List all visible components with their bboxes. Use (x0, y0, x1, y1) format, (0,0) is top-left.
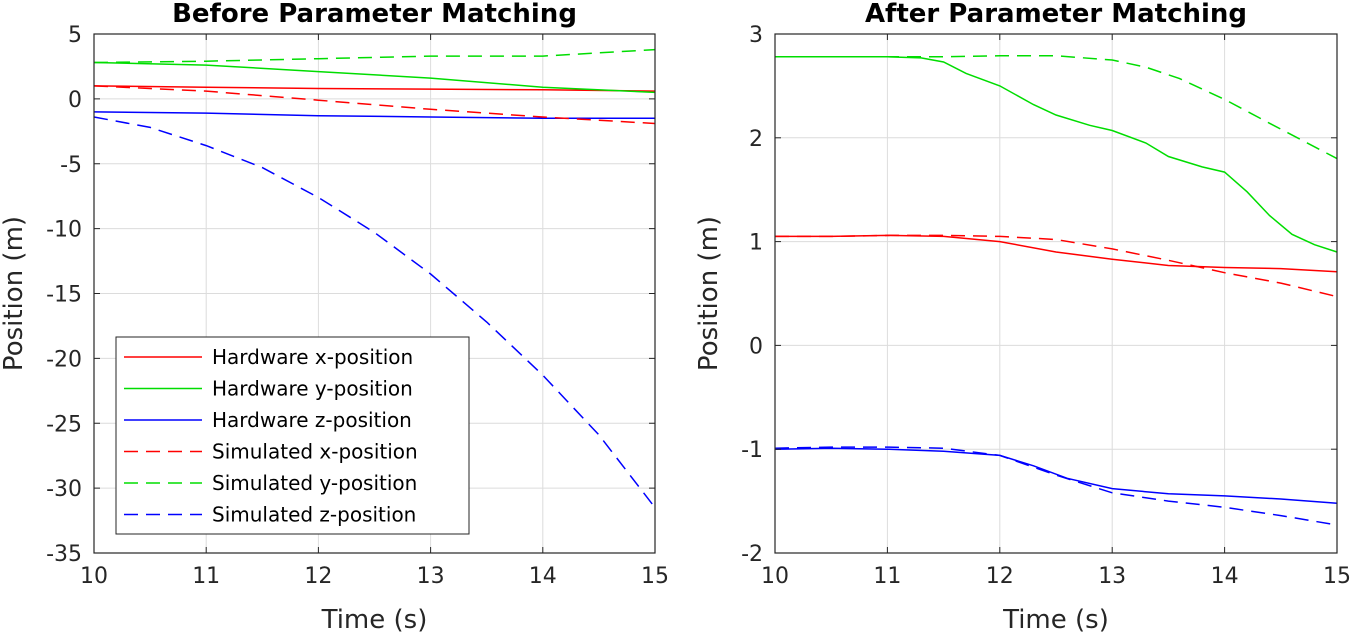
legend-label: Hardware x-position (212, 345, 413, 369)
y-tick-label: 1 (749, 231, 763, 256)
chart-before-parameter-matching: 10 11 12 13 14 15 5 0 -5 -10 -15 -20 -25 -30 -35 Before… (0, 0, 669, 633)
series-line-simulated-z-position (93, 116, 656, 509)
x-tick-label: 11 (192, 564, 220, 589)
legend-label: Simulated y-position (212, 471, 417, 495)
y-tick-label: 0 (749, 334, 763, 359)
legend-label: Simulated z-position (212, 503, 416, 527)
x-tick-label: 14 (529, 564, 557, 589)
legend: Hardware x-position Hardware y-position Ha… (115, 336, 470, 535)
y-tick-label: -25 (46, 412, 82, 437)
y-tick-label: -30 (46, 477, 82, 502)
y-tick-label: -20 (46, 347, 82, 372)
y-tick-label: -1 (741, 438, 763, 463)
y-tick-label: 2 (749, 127, 763, 152)
series-line-hardware-x-position (775, 234, 1338, 273)
chart-title: After Parameter Matching (865, 0, 1247, 29)
series-line-simulated-z-position (774, 446, 1338, 526)
legend-label: Hardware y-position (212, 377, 413, 401)
x-tick-label: 14 (1211, 564, 1239, 589)
legend-label: Simulated x-position (212, 440, 418, 464)
legend-label: Hardware z-position (212, 408, 412, 432)
series-line-simulated-y-position (93, 48, 656, 64)
x-axis-label: Time (s) (321, 605, 428, 633)
series-line-hardware-x-position (93, 85, 656, 92)
x-tick-label: 13 (1098, 564, 1126, 589)
series-line-hardware-y-position (775, 56, 1338, 253)
y-axis-label: Position (m) (0, 216, 29, 371)
legend-box (115, 336, 470, 535)
series-line-hardware-z-position (774, 447, 1338, 504)
x-tick-label: 15 (1323, 564, 1351, 589)
x-tick-label: 10 (761, 564, 789, 589)
x-axis-label: Time (s) (1002, 605, 1109, 633)
x-tick-label: 10 (80, 564, 108, 589)
plot-area-frame (774, 33, 1338, 554)
x-tick-label: 11 (873, 564, 901, 589)
x-tick-label: 15 (641, 564, 669, 589)
chart-title: Before Parameter Matching (172, 0, 577, 29)
y-axis-label: Position (m) (694, 216, 724, 371)
y-tick-label: -10 (46, 218, 82, 243)
series-line-hardware-z-position (93, 111, 655, 120)
series-line-hardware-y-position (93, 61, 656, 94)
series-line-simulated-x-position (93, 85, 656, 125)
y-tick-label: 5 (68, 23, 82, 48)
y-tick-label: -35 (46, 542, 82, 567)
y-tick-label: -15 (46, 283, 82, 308)
x-tick-label: 12 (986, 564, 1014, 589)
x-tick-label: 13 (417, 564, 445, 589)
x-tick-label: 12 (304, 564, 332, 589)
series-line-simulated-y-position (775, 55, 1338, 160)
y-tick-label: 0 (68, 88, 82, 113)
series-line-simulated-x-position (775, 234, 1338, 298)
y-tick-label: -2 (741, 542, 763, 567)
y-tick-label: 3 (749, 23, 763, 48)
y-tick-label: -5 (60, 153, 82, 178)
